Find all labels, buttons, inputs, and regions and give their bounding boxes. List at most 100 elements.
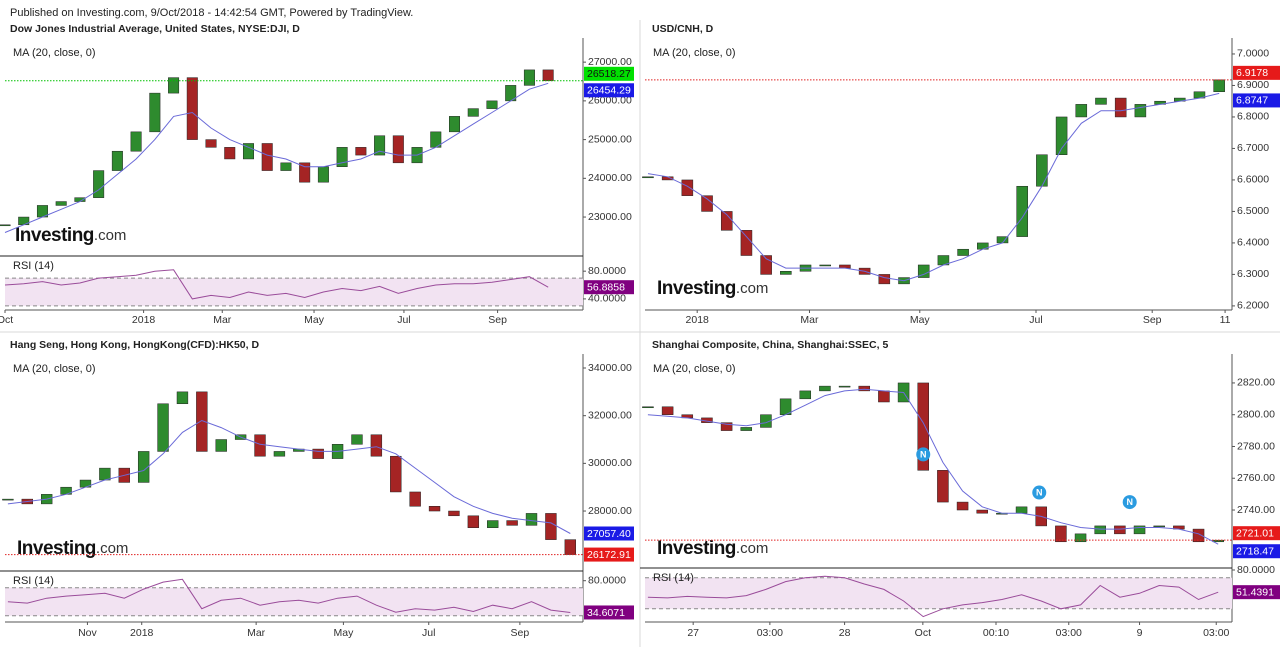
candle — [428, 506, 441, 512]
rsi-line — [4, 269, 549, 300]
rsi-label-bg — [584, 605, 634, 620]
header-text: Published on Investing.com, 9/Oct/2018 -… — [10, 7, 413, 19]
candle — [176, 391, 189, 405]
candle — [878, 390, 890, 403]
y-tick-label: 26000.00 — [588, 95, 632, 107]
x-tick-label: 28 — [839, 627, 851, 639]
candle — [1153, 525, 1165, 528]
x-tick-label: 03:00 — [1056, 627, 1082, 639]
candle — [273, 451, 286, 457]
ma-label: 6.8747 — [1236, 95, 1268, 107]
y-tick-label: 6.4000 — [1237, 237, 1269, 249]
news-marker-label: N — [920, 449, 927, 459]
rsi-label-bg — [1233, 585, 1280, 600]
candle — [740, 230, 753, 256]
x-tick-label: May — [910, 314, 931, 326]
y-tick-label: 2760.00 — [1237, 472, 1275, 484]
y-tick-label: 34000.00 — [588, 362, 632, 374]
logo-suffix: .com — [736, 540, 769, 557]
logo-main: Investing — [15, 225, 94, 246]
candle — [355, 147, 367, 156]
close-label: 6.9178 — [1236, 67, 1268, 79]
x-tick-label: Oct — [915, 627, 931, 639]
logo: Investing.com — [15, 225, 126, 246]
candle — [720, 422, 733, 431]
rsi-tick-label: 40.0000 — [588, 293, 626, 305]
candle — [0, 224, 11, 227]
y-tick-label: 23000.00 — [588, 211, 632, 223]
candle — [149, 92, 161, 133]
candle — [956, 501, 969, 511]
candle — [542, 69, 554, 82]
chart-title: Dow Jones Industrial Average, United Sta… — [10, 23, 300, 35]
y-tick-label: 6.6000 — [1237, 174, 1269, 186]
y-tick-label: 6.3000 — [1237, 268, 1269, 280]
candle — [370, 434, 383, 457]
ma-label-bg — [584, 83, 634, 98]
ma-label-bg — [1233, 93, 1280, 108]
x-tick-label: 2018 — [132, 314, 156, 326]
candle — [917, 382, 929, 471]
indicator-label: MA (20, close, 0) — [653, 363, 736, 375]
candle — [1213, 79, 1225, 93]
candle — [681, 179, 694, 196]
candle — [130, 131, 142, 152]
rsi-label: 56.8858 — [587, 281, 625, 293]
logo-main: Investing — [657, 278, 736, 299]
candle — [1055, 525, 1067, 543]
candle — [467, 108, 479, 117]
x-tick-label: May — [304, 314, 325, 326]
y-tick-label: 6.5000 — [1237, 205, 1269, 217]
close-label-bg — [1233, 65, 1280, 80]
candle — [99, 467, 111, 481]
candle — [137, 451, 150, 483]
chart-title: USD/CNH, D — [652, 23, 714, 35]
candle — [564, 539, 576, 555]
indicator-label: MA (20, close, 0) — [13, 363, 96, 375]
rsi-title: RSI (14) — [13, 260, 54, 272]
x-tick-label: 2018 — [130, 627, 154, 639]
chart-title: Hang Seng, Hong Kong, HongKong(CFD):HK50… — [10, 339, 259, 351]
close-label-bg — [1233, 526, 1280, 541]
rsi-tick-label: 80.0000 — [1237, 564, 1275, 576]
candle — [1036, 154, 1048, 187]
ma-label: 27057.40 — [587, 528, 631, 540]
candle — [661, 406, 674, 415]
candle — [642, 176, 654, 179]
close-label: 26172.91 — [587, 549, 631, 561]
candle — [937, 470, 949, 503]
news-marker-label: N — [1126, 497, 1133, 507]
chart-title: Shanghai Composite, China, Shanghai:SSEC… — [652, 339, 888, 351]
rsi-band — [5, 278, 583, 306]
candle — [878, 274, 891, 285]
close-label: 26518.27 — [587, 68, 631, 80]
rsi-band — [5, 587, 583, 616]
x-tick-label: Mar — [800, 314, 819, 326]
candle — [1133, 525, 1146, 535]
ma-line — [4, 82, 549, 233]
y-tick-label: 27000.00 — [588, 56, 632, 68]
y-tick-label: 6.2000 — [1237, 300, 1269, 312]
rsi-tick-label: 80.0000 — [588, 574, 626, 586]
candle — [242, 143, 254, 160]
logo-suffix: .com — [96, 540, 129, 557]
candle — [390, 455, 402, 493]
x-tick-label: Mar — [213, 314, 232, 326]
candle — [1015, 506, 1028, 514]
y-tick-label: 2800.00 — [1237, 408, 1275, 420]
x-tick-label: Jul — [422, 627, 435, 639]
ma-line — [647, 388, 1219, 545]
rsi-line — [7, 578, 571, 613]
x-tick-label: 11 — [1220, 314, 1231, 326]
candle — [957, 248, 969, 256]
y-tick-label: 6.9000 — [1237, 79, 1269, 91]
logo: Investing.com — [657, 278, 768, 299]
indicator-label: MA (20, close, 0) — [653, 47, 736, 59]
x-tick-label: Mar — [247, 627, 266, 639]
candle — [215, 439, 227, 452]
close-label: 2721.01 — [1236, 527, 1274, 539]
candle — [409, 491, 421, 507]
candle — [467, 515, 480, 528]
candle — [1074, 533, 1087, 543]
